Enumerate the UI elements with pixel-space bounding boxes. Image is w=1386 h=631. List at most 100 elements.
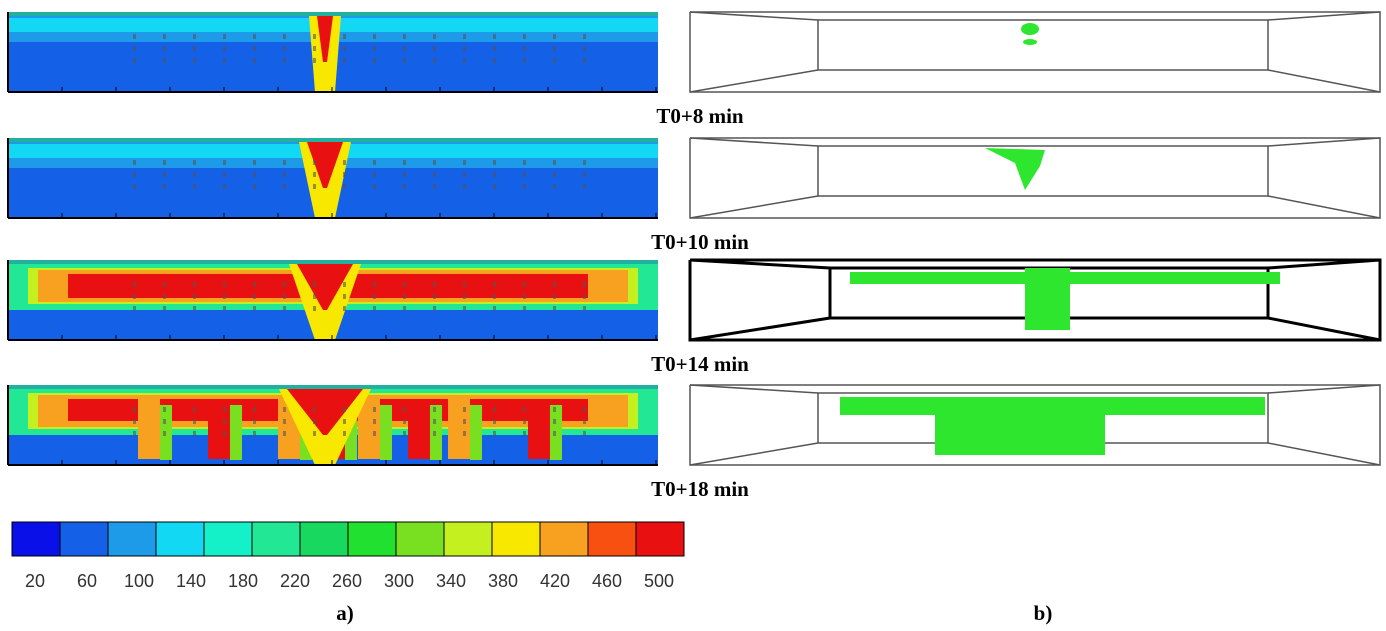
obstacle <box>403 306 406 311</box>
colorbar-tick-label: 220 <box>280 571 310 591</box>
obstacle <box>523 160 526 165</box>
obstacle <box>223 160 226 165</box>
edge <box>1267 137 1381 147</box>
obstacle <box>343 431 346 436</box>
outer-box <box>689 11 1381 93</box>
obstacle <box>253 431 256 436</box>
obstacle <box>403 172 406 177</box>
obstacle <box>163 34 166 39</box>
obstacle <box>223 282 226 287</box>
obstacle <box>493 282 496 287</box>
isosurface <box>850 268 1280 330</box>
obstacle <box>193 419 196 424</box>
inner-box <box>817 19 1269 71</box>
obstacle <box>433 58 436 63</box>
blob <box>985 148 1045 190</box>
obstacle <box>193 58 196 63</box>
obstacle <box>523 34 526 39</box>
obstacle <box>463 431 466 436</box>
obstacle <box>493 294 496 299</box>
colorbar-segment <box>299 521 349 557</box>
obstacle <box>373 34 376 39</box>
plume <box>358 399 380 459</box>
contour-top <box>8 12 658 16</box>
obstacle <box>253 184 256 189</box>
obstacle <box>523 58 526 63</box>
contour-plot <box>7 260 658 341</box>
obstacle <box>433 419 436 424</box>
box-view <box>689 11 1381 93</box>
obstacle <box>223 431 226 436</box>
contour-top <box>8 138 658 142</box>
obstacle <box>433 306 436 311</box>
colorbar-segment <box>107 521 157 557</box>
obstacle <box>193 160 196 165</box>
obstacle <box>253 58 256 63</box>
blob <box>1025 268 1070 330</box>
obstacle <box>253 160 256 165</box>
edge <box>1267 384 1381 394</box>
colorbar-segment <box>203 521 253 557</box>
obstacle <box>493 184 496 189</box>
colorbar-segment <box>395 521 445 557</box>
obstacle <box>493 160 496 165</box>
obstacle <box>373 419 376 424</box>
plume <box>287 389 363 435</box>
obstacle <box>313 294 316 299</box>
obstacle <box>133 34 136 39</box>
obstacle <box>133 419 136 424</box>
obstacle <box>493 34 496 39</box>
obstacle <box>493 419 496 424</box>
obstacle <box>163 172 166 177</box>
obstacle <box>373 184 376 189</box>
obstacle <box>403 160 406 165</box>
colorbar-tick-label: 180 <box>228 571 258 591</box>
colorbar-tick-label: 380 <box>488 571 518 591</box>
contour-top <box>8 385 658 389</box>
blob <box>1021 23 1039 35</box>
obstacle <box>253 34 256 39</box>
obstacle <box>493 46 496 51</box>
obstacle <box>133 46 136 51</box>
obstacle <box>343 172 346 177</box>
obstacle <box>343 58 346 63</box>
obstacle <box>163 46 166 51</box>
obstacle <box>583 294 586 299</box>
obstacle <box>463 407 466 412</box>
obstacle <box>283 160 286 165</box>
time-label: T0+8 min <box>656 104 744 128</box>
obstacle <box>343 34 346 39</box>
obstacle <box>133 294 136 299</box>
colorbar-segment <box>635 521 685 557</box>
isosurface <box>1021 23 1039 45</box>
obstacle <box>463 34 466 39</box>
obstacle <box>433 431 436 436</box>
colorbar-tick-label: 100 <box>124 571 154 591</box>
edge <box>1267 442 1381 466</box>
obstacle <box>493 407 496 412</box>
obstacle <box>523 431 526 436</box>
colorbar-tick-label: 460 <box>592 571 622 591</box>
obstacle <box>133 58 136 63</box>
obstacle <box>553 419 556 424</box>
obstacle <box>463 160 466 165</box>
obstacle <box>223 184 226 189</box>
obstacle <box>493 172 496 177</box>
obstacle <box>343 46 346 51</box>
obstacle <box>193 46 196 51</box>
inner-box <box>817 145 1269 197</box>
obstacle <box>523 172 526 177</box>
contour-top <box>8 260 658 264</box>
obstacle <box>463 46 466 51</box>
obstacle <box>553 282 556 287</box>
obstacle <box>163 306 166 311</box>
obstacle <box>343 294 346 299</box>
obstacle <box>343 184 346 189</box>
obstacle <box>493 431 496 436</box>
obstacle <box>163 407 166 412</box>
obstacle <box>403 46 406 51</box>
obstacle <box>433 160 436 165</box>
edge <box>1267 258 1381 270</box>
obstacle <box>253 407 256 412</box>
plume <box>528 399 550 459</box>
